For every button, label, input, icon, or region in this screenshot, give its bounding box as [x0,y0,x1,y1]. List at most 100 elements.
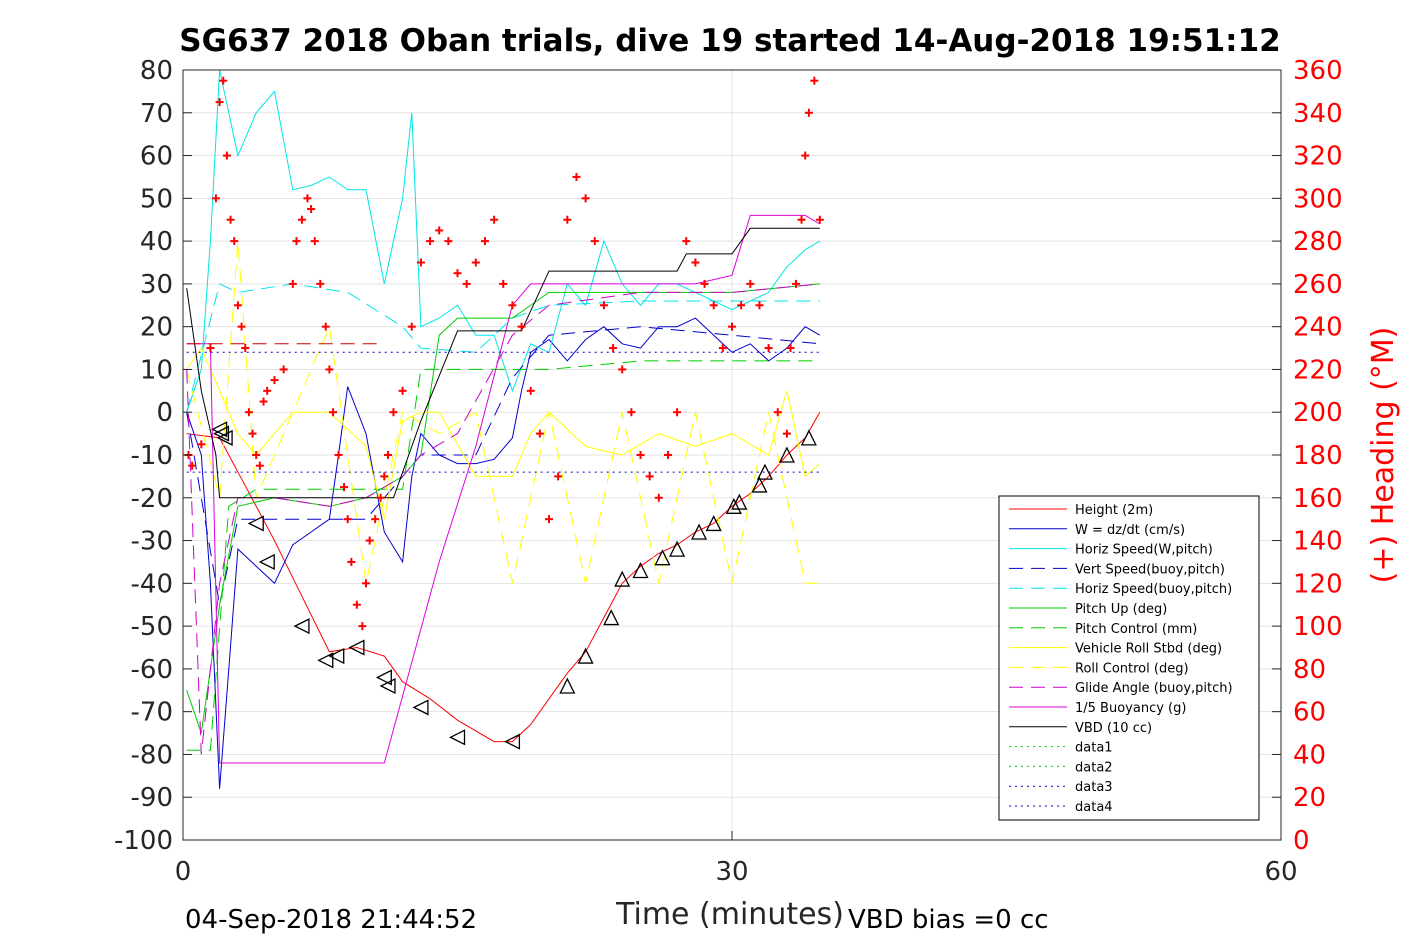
series-glide-angle-buoy-pitch [186,283,820,755]
legend-entry: Horiz Speed(W,pitch) [1075,543,1213,558]
series-w-dz-dt-cm-s [186,317,821,789]
legend-entry: Vehicle Roll Stbd (deg) [1075,642,1222,657]
series-roll-control-deg [186,241,820,584]
heading-point [343,515,352,524]
heading-point [645,472,654,481]
heading-point [609,344,618,353]
right-tick-label: 240 [1293,313,1343,343]
series-pitch-control-mm [186,360,820,751]
x-axis: 0 30 60 [175,831,1298,887]
right-tick-label: 60 [1293,698,1326,728]
heading-point [215,98,224,107]
right-tick-label: 0 [1293,826,1310,856]
legend-entry: Pitch Control (mm) [1075,622,1197,637]
legend-entry: 1/5 Buoyancy (g) [1075,701,1186,716]
heading-point [499,279,508,288]
dive-marker [412,699,429,716]
dive-marker [632,562,649,579]
left-tick-label: -10 [131,441,173,471]
legend-entry: data4 [1075,800,1113,815]
heading-point [815,215,824,224]
left-tick-label: 80 [140,56,173,86]
right-tick-label: 100 [1293,612,1343,642]
heading-point [590,237,599,246]
series-height-2m [186,411,821,743]
dive-marker [614,570,631,587]
left-tick-label: -50 [131,612,173,642]
heading-point [517,322,526,331]
left-tick-label: -80 [131,740,173,770]
right-tick-label: 140 [1293,527,1343,557]
dive-marker [756,463,773,480]
right-tick-label: 340 [1293,99,1343,129]
dive-marker [247,515,264,532]
footer-vbd-bias: VBD bias =0 cc [848,905,1049,935]
heading-point [380,472,389,481]
left-tick-label: -20 [131,484,173,514]
left-tick-label: 10 [140,355,173,385]
heading-point [325,365,334,374]
right-tick-label: 220 [1293,355,1343,385]
left-axis: 80 70 60 50 40 30 20 10 0 -10 -20 -30 -40 -50 -60 -70 -8… [114,56,192,856]
left-tick-label: 0 [156,398,173,428]
footer-timestamp: 04-Sep-2018 21:44:52 [185,905,477,935]
dive-marker [669,540,686,557]
dive-marker [503,733,521,750]
heading-point [755,301,764,310]
right-tick-label: 360 [1293,56,1343,86]
heading-point [618,365,627,374]
heading-point [444,237,453,246]
heading-point [358,622,367,631]
heading-point [233,301,242,310]
heading-point [673,408,682,417]
legend-entry: Horiz Speed(buoy,pitch) [1075,582,1232,597]
heading-point [230,237,239,246]
dive-marker [559,677,576,694]
legend-entry: Roll Control (deg) [1075,661,1189,676]
heading-point [535,429,544,438]
heading-point [270,376,279,385]
heading-point [435,226,444,235]
heading-point [792,279,801,288]
heading-point [764,344,773,353]
left-tick-label: -70 [131,698,173,728]
heading-point [709,301,718,310]
x-tick-label: 0 [175,857,192,887]
heading-point [352,600,361,609]
heading-point [237,322,246,331]
left-tick-label: 40 [140,227,173,257]
heading-point [347,557,356,566]
heading-point [581,194,590,203]
heading-point [480,237,489,246]
heading-point [545,515,553,524]
heading-point [773,408,782,417]
heading-point [797,215,806,224]
series-vehicle-roll-stbd-deg [186,347,821,520]
series-horiz-speed-w-pitch [186,69,821,413]
left-tick-label: 30 [140,270,173,300]
legend-entry: Height (2m) [1075,503,1153,518]
heading-point [211,194,220,203]
heading-point [316,279,325,288]
legend-entry: Glide Angle (buoy,pitch) [1075,681,1233,696]
heading-point [376,493,385,502]
heading-point [222,151,231,160]
heading-point [365,536,374,545]
dive-marker [751,476,768,493]
series-vbd-10-cc [186,227,820,499]
legend-entry: data2 [1075,760,1113,775]
left-tick-label: 60 [140,142,173,172]
right-tick-label: 40 [1293,740,1326,770]
dive-marker [603,609,620,626]
heading-point [810,76,819,85]
left-tick-label: -30 [131,527,173,557]
heading-point [292,237,301,246]
series-layer [186,69,821,789]
dive-marker [211,421,228,438]
dive-marker [577,647,594,664]
right-tick-label: 80 [1293,655,1326,685]
series-pitch-up-deg [186,283,820,734]
heading-point [627,408,636,417]
legend-entry: Pitch Up (deg) [1075,602,1167,617]
